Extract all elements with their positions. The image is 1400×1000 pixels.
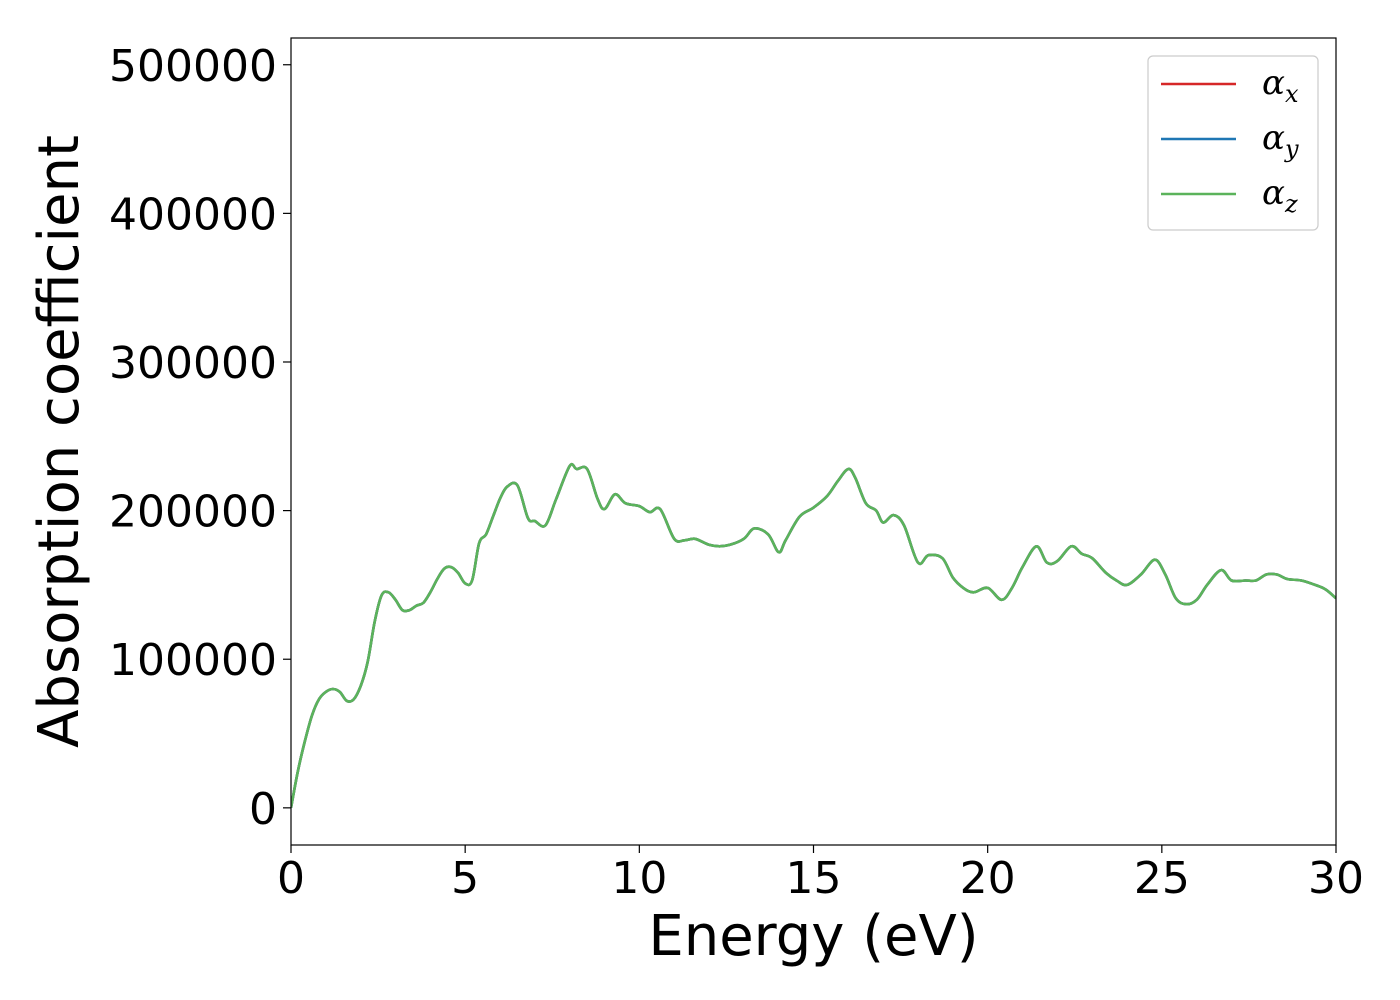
series-line-z — [291, 462, 1336, 809]
y-axis-title: Absorption coefficient — [27, 135, 92, 748]
y-tick-label: 0 — [249, 784, 277, 835]
legend-subscript: y — [1284, 135, 1299, 163]
x-tick-label: 15 — [786, 853, 842, 904]
y-tick-label: 400000 — [109, 189, 277, 240]
x-axis-ticks: 0 5 10 15 20 25 30 — [277, 845, 1364, 904]
legend-box — [1147, 55, 1319, 231]
legend-label-z: αz — [1262, 173, 1298, 218]
x-tick-label: 30 — [1308, 853, 1364, 904]
y-tick-label: 500000 — [109, 41, 277, 92]
legend-label-x: αx — [1262, 63, 1299, 108]
x-tick-label: 25 — [1134, 853, 1190, 904]
legend-subscript: z — [1284, 190, 1298, 218]
plot-lines — [291, 462, 1336, 809]
x-tick-label: 20 — [960, 853, 1016, 904]
y-axis-ticks: 0 100000 200000 300000 400000 500000 — [109, 41, 291, 835]
series-line-x — [291, 462, 1336, 809]
legend-symbol: α — [1262, 63, 1285, 103]
legend-label-y: αy — [1262, 118, 1299, 163]
y-tick-label: 300000 — [109, 338, 277, 389]
legend-subscript: x — [1285, 80, 1299, 108]
y-tick-label: 100000 — [109, 635, 277, 686]
x-tick-label: 10 — [611, 853, 667, 904]
legend-symbol: α — [1262, 173, 1285, 213]
y-tick-label: 200000 — [109, 487, 277, 538]
x-tick-label: 5 — [451, 853, 479, 904]
x-axis-title: Energy (eV) — [648, 904, 978, 969]
x-tick-label: 0 — [277, 853, 305, 904]
series-line-y — [291, 462, 1336, 809]
legend-symbol: α — [1262, 118, 1285, 158]
